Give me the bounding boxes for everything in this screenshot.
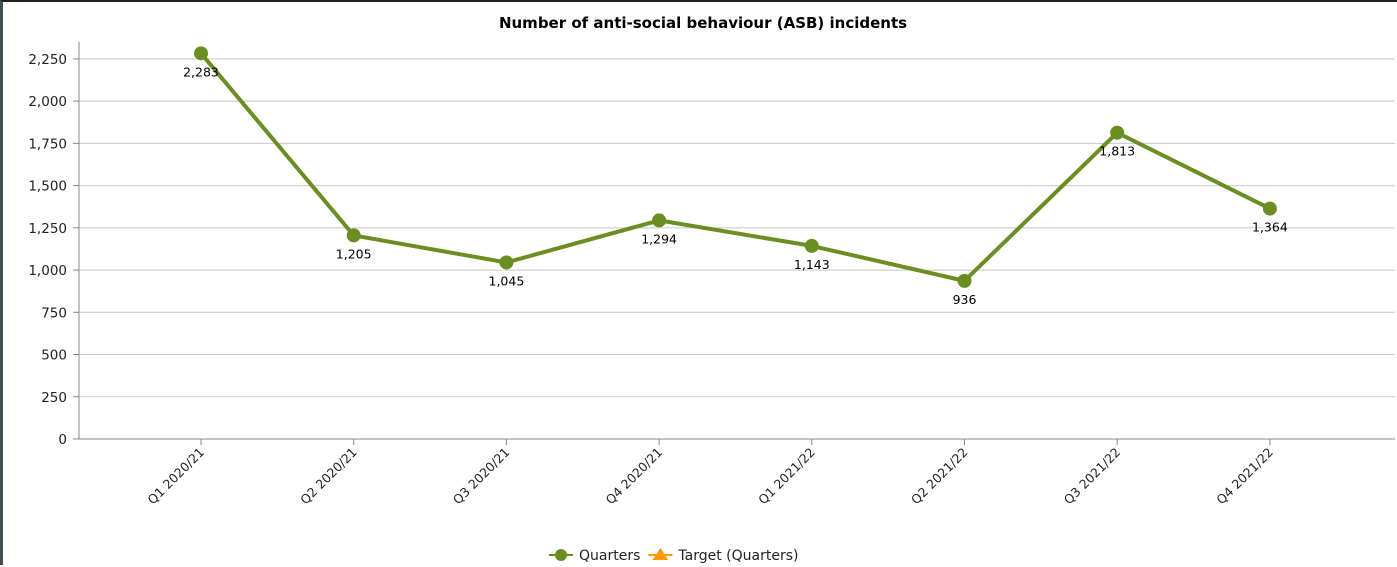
x-tick-label: Q1 2021/22	[755, 445, 818, 508]
data-label: 1,143	[794, 257, 830, 272]
x-axis: Q1 2020/21 Q2 2020/21 Q3 2020/21 Q4 2020/21…	[79, 438, 1395, 508]
legend-marker-circle	[555, 549, 567, 561]
x-tick-label: Q1 2020/21	[144, 445, 207, 508]
data-label: 2,283	[183, 64, 219, 79]
legend-marker-triangle	[652, 548, 669, 560]
data-point[interactable]	[652, 213, 667, 228]
legend-item[interactable]: Quarters	[549, 548, 640, 564]
x-tick-label: Q3 2020/21	[450, 445, 513, 508]
data-label: 1,045	[489, 273, 525, 288]
y-tick-label: 0	[58, 432, 67, 448]
chart-title: Number of anti-social behaviour (ASB) in…	[499, 14, 907, 32]
y-tick-label: 750	[41, 305, 67, 321]
y-tick-label: 1,250	[28, 221, 67, 237]
data-point[interactable]	[957, 273, 972, 288]
data-label: 1,813	[1099, 144, 1135, 159]
data-point[interactable]	[194, 46, 208, 61]
data-point[interactable]	[1110, 125, 1125, 140]
x-tick-label: Q2 2021/22	[908, 445, 971, 508]
data-point[interactable]	[346, 228, 361, 243]
gridlines	[79, 58, 1395, 398]
series-line	[199, 52, 1271, 283]
data-label: 1,205	[336, 246, 372, 261]
data-point[interactable]	[804, 238, 819, 253]
y-tick-label: 2,250	[28, 52, 67, 68]
y-tick-label: 1,000	[28, 263, 67, 279]
legend-item[interactable]: Target (Quarters)	[648, 548, 798, 564]
data-label: 1,364	[1252, 220, 1288, 235]
line-chart: Number of anti-social behaviour (ASB) in…	[28, 14, 1395, 564]
x-tick-label: Q2 2020/21	[297, 445, 360, 508]
legend: Quarters Target (Quarters)	[549, 548, 798, 564]
legend-label: Target (Quarters)	[677, 548, 798, 564]
y-tick-label: 1,500	[28, 179, 67, 195]
series-layer: 2,283 1,205 1,045 1,294 1,143 936 1,813 1,364	[183, 46, 1288, 307]
y-tick-label: 500	[41, 348, 67, 364]
x-tick-label: Q4 2021/22	[1213, 445, 1276, 508]
y-tick-label: 250	[41, 390, 67, 406]
data-point[interactable]	[499, 255, 514, 270]
y-axis: 0 250 500 750 1,000 1,250 1,500 1,750 2,000 2,250	[28, 42, 80, 448]
data-point[interactable]	[1262, 201, 1277, 216]
legend-label: Quarters	[579, 548, 640, 564]
x-tick-label: Q3 2021/22	[1061, 445, 1124, 508]
x-tick-label: Q4 2020/21	[602, 445, 665, 508]
data-label: 936	[953, 292, 977, 307]
data-label: 1,294	[641, 231, 677, 246]
y-tick-label: 2,000	[28, 94, 67, 110]
y-tick-label: 1,750	[28, 136, 67, 152]
